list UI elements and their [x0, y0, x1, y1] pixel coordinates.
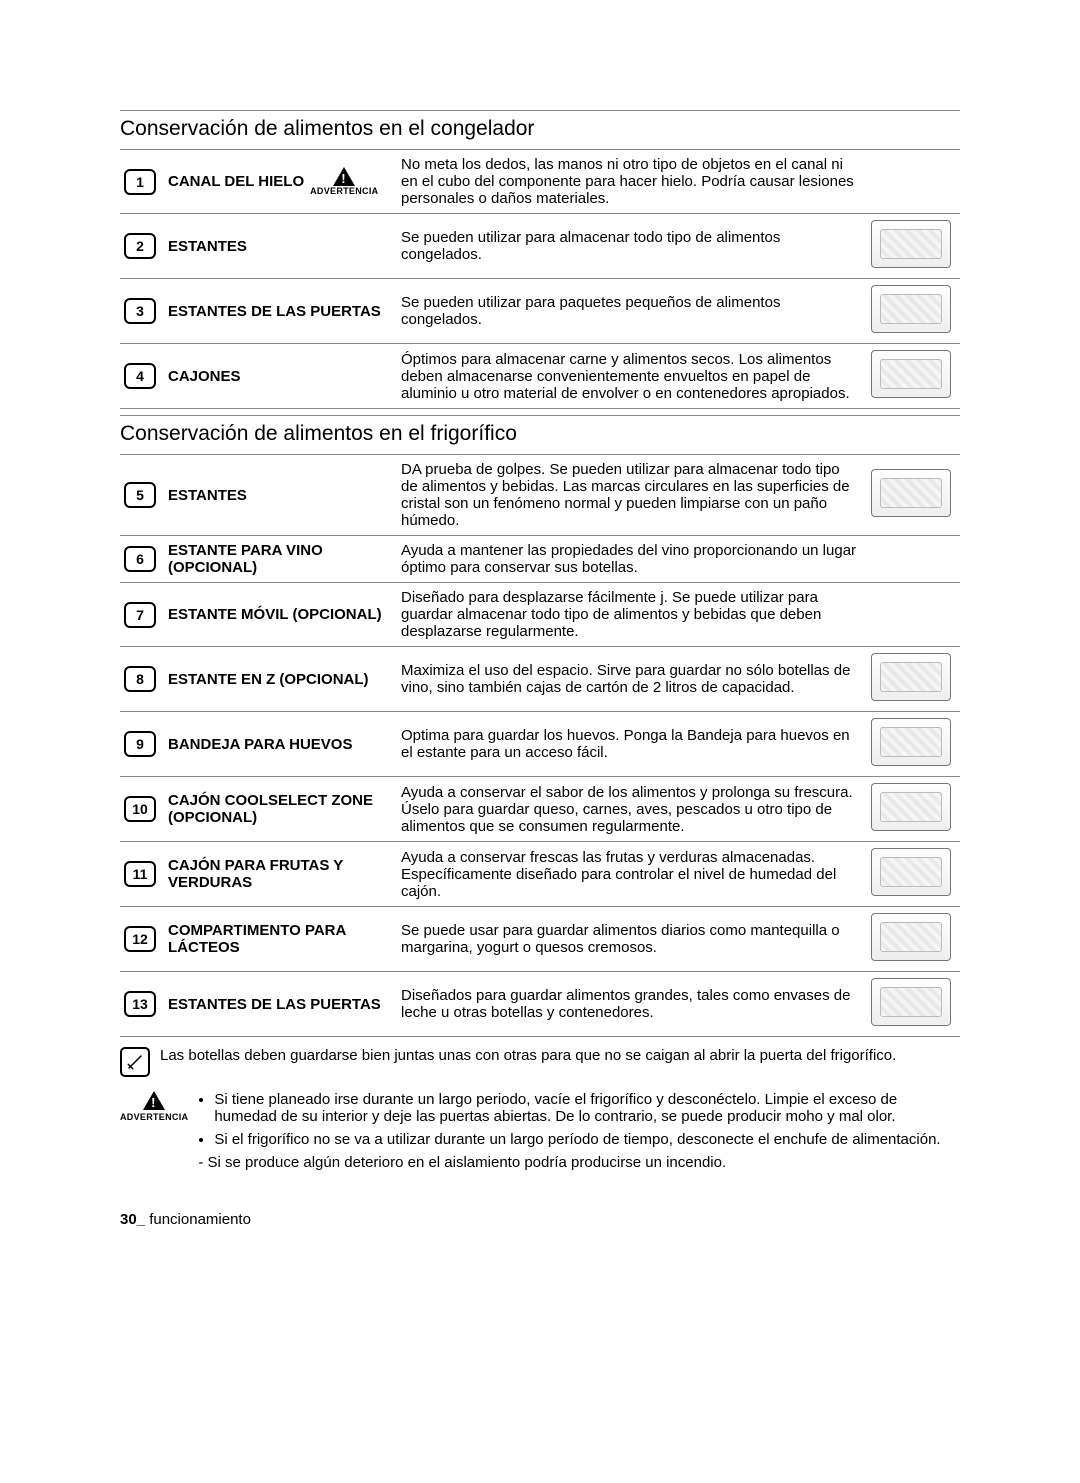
footer-label: funcionamiento [149, 1211, 251, 1228]
table-row: 10 CAJÓN COOLSELECT ZONE (OPCIONAL)Ayuda … [120, 777, 960, 842]
section-title-fridge: Conservación de alimentos en el frigoríf… [120, 415, 960, 454]
page-footer: 30_ funcionamiento [120, 1211, 960, 1228]
item-number: 4 [124, 363, 156, 389]
item-thumb-cell [862, 842, 960, 907]
section-title-freezer: Conservación de alimentos en el congelad… [120, 110, 960, 149]
item-thumb [871, 718, 951, 766]
item-description: DA prueba de golpes. Se pueden utilizar … [397, 455, 862, 536]
table-row: 6 ESTANTE PARA VINO (OPCIONAL)Ayuda a man… [120, 536, 960, 583]
item-number: 2 [124, 233, 156, 259]
item-thumb-cell [862, 972, 960, 1037]
item-description: Maximiza el uso del espacio. Sirve para … [397, 647, 862, 712]
item-description: No meta los dedos, las manos ni otro tip… [397, 150, 862, 214]
item-description: Se pueden utilizar para almacenar todo t… [397, 214, 862, 279]
item-thumb-cell [862, 344, 960, 409]
item-number: 7 [124, 602, 156, 628]
table-row: 8 ESTANTE EN Z (OPCIONAL)Maximiza el uso … [120, 647, 960, 712]
item-label: ESTANTES DE LAS PUERTAS [164, 972, 397, 1037]
item-description: Ayuda a conservar frescas las frutas y v… [397, 842, 862, 907]
table-row: 7 ESTANTE MÓVIL (OPCIONAL)Diseñado para d… [120, 583, 960, 647]
item-thumb [871, 220, 951, 268]
item-thumb [871, 783, 951, 831]
item-number: 8 [124, 666, 156, 692]
item-description: Se pueden utilizar para paquetes pequeño… [397, 279, 862, 344]
item-thumb-cell [862, 150, 960, 214]
warning-block: ADVERTENCIA Si tiene planeado irse duran… [120, 1091, 960, 1171]
item-label: ESTANTE PARA VINO (OPCIONAL) [164, 536, 397, 583]
table-row: 4 CAJONESÓptimos para almacenar carne y a… [120, 344, 960, 409]
table-row: 5 ESTANTESDA prueba de golpes. Se pueden … [120, 455, 960, 536]
item-number: 5 [124, 482, 156, 508]
warning-icon [333, 167, 355, 186]
item-description: Diseñados para guardar alimentos grandes… [397, 972, 862, 1037]
item-label: ESTANTES DE LAS PUERTAS [164, 279, 397, 344]
item-number: 6 [124, 546, 156, 572]
warning-icon [143, 1091, 165, 1110]
warning-bullet-1: Si tiene planeado irse durante un largo … [214, 1091, 960, 1125]
item-label: ESTANTE MÓVIL (OPCIONAL) [164, 583, 397, 647]
item-thumb-cell [862, 214, 960, 279]
item-label: CAJONES [164, 344, 397, 409]
item-number: 12 [124, 926, 156, 952]
note-row: Las botellas deben guardarse bien juntas… [120, 1047, 960, 1077]
item-label: ESTANTE EN Z (OPCIONAL) [164, 647, 397, 712]
fridge-table: 5 ESTANTESDA prueba de golpes. Se pueden … [120, 454, 960, 1037]
warning-label: ADVERTENCIA [120, 1112, 188, 1122]
item-thumb-cell [862, 647, 960, 712]
item-number: 9 [124, 731, 156, 757]
item-number: 11 [124, 861, 156, 887]
item-thumb-cell [862, 777, 960, 842]
note-icon [120, 1047, 150, 1077]
item-thumb-cell [862, 907, 960, 972]
table-row: 12 COMPARTIMENTO PARA LÁCTEOSSe puede usa… [120, 907, 960, 972]
item-thumb-cell [862, 455, 960, 536]
freezer-table: 1 CANAL DEL HIELOADVERTENCIANo meta los d… [120, 149, 960, 409]
item-description: Optima para guardar los huevos. Ponga la… [397, 712, 862, 777]
item-label: BANDEJA PARA HUEVOS [164, 712, 397, 777]
item-thumb [871, 913, 951, 961]
item-number: 10 [124, 796, 156, 822]
item-thumb-cell [862, 712, 960, 777]
warning-label: ADVERTENCIA [310, 186, 378, 196]
item-thumb-cell [862, 583, 960, 647]
table-row: 11 CAJÓN PARA FRUTAS Y VERDURASAyuda a co… [120, 842, 960, 907]
item-description: Ayuda a mantener las propiedades del vin… [397, 536, 862, 583]
table-row: 13 ESTANTES DE LAS PUERTASDiseñados para … [120, 972, 960, 1037]
item-thumb [871, 285, 951, 333]
item-label: CAJÓN PARA FRUTAS Y VERDURAS [164, 842, 397, 907]
item-number: 13 [124, 991, 156, 1017]
manual-page: Conservación de alimentos en el congelad… [0, 0, 1080, 1268]
item-thumb-cell [862, 536, 960, 583]
item-thumb [871, 653, 951, 701]
note-text: Las botellas deben guardarse bien juntas… [160, 1047, 896, 1064]
item-number: 3 [124, 298, 156, 324]
item-thumb [871, 978, 951, 1026]
item-description: Ayuda a conservar el sabor de los alimen… [397, 777, 862, 842]
table-row: 1 CANAL DEL HIELOADVERTENCIANo meta los d… [120, 150, 960, 214]
item-thumb-cell [862, 279, 960, 344]
table-row: 9 BANDEJA PARA HUEVOSOptima para guardar … [120, 712, 960, 777]
item-thumb [871, 350, 951, 398]
item-number: 1 [124, 169, 156, 195]
item-description: Se puede usar para guardar alimentos dia… [397, 907, 862, 972]
item-label: CAJÓN COOLSELECT ZONE (OPCIONAL) [164, 777, 397, 842]
item-description: Óptimos para almacenar carne y alimentos… [397, 344, 862, 409]
page-number: 30_ [120, 1211, 145, 1228]
warning-bullet-2: Si el frigorífico no se va a utilizar du… [214, 1131, 960, 1148]
item-description: Diseñado para desplazarse fácilmente j. … [397, 583, 862, 647]
item-thumb [871, 469, 951, 517]
table-row: 3 ESTANTES DE LAS PUERTASSe pueden utiliz… [120, 279, 960, 344]
item-thumb [871, 848, 951, 896]
item-label: ESTANTES [164, 214, 397, 279]
item-label: CANAL DEL HIELOADVERTENCIA [164, 150, 397, 214]
item-label: COMPARTIMENTO PARA LÁCTEOS [164, 907, 397, 972]
item-label: ESTANTES [164, 455, 397, 536]
table-row: 2 ESTANTESSe pueden utilizar para almacen… [120, 214, 960, 279]
warning-dash: - Si se produce algún deterioro en el ai… [198, 1154, 960, 1171]
